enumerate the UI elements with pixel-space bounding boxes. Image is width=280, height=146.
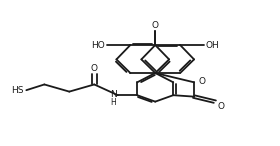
Text: H: H — [111, 98, 116, 107]
Text: O: O — [91, 64, 98, 73]
Text: N: N — [110, 90, 116, 99]
Text: OH: OH — [205, 41, 219, 50]
Text: O: O — [198, 77, 205, 86]
Text: O: O — [152, 21, 159, 30]
Text: O: O — [218, 102, 225, 111]
Text: HS: HS — [12, 86, 24, 95]
Text: HO: HO — [92, 41, 105, 50]
